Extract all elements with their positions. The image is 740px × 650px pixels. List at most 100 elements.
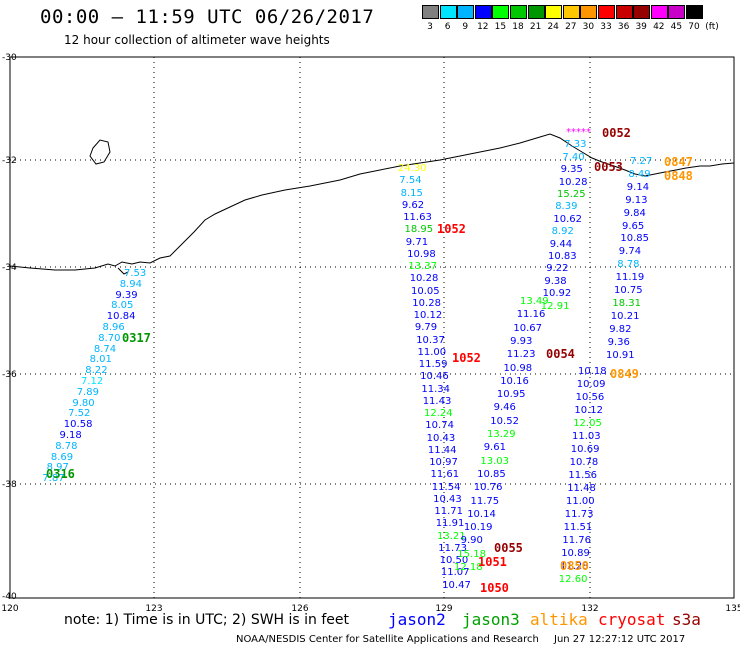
wave-height-value: 12.91: [540, 300, 570, 312]
pass-time-label: 0849: [610, 367, 639, 381]
legend-label: 6: [444, 22, 451, 32]
wave-height-value: 8.69: [50, 451, 74, 463]
wave-height-value: 7.27: [630, 156, 653, 167]
wave-height-value: 12.18: [454, 562, 483, 573]
wave-height-value: 8.15: [400, 187, 423, 199]
legend-swatch: [474, 5, 492, 19]
legend-swatch: [422, 5, 439, 19]
wave-height-value: 11.07: [440, 567, 470, 579]
wave-height-value: 10.58: [63, 419, 93, 431]
wave-height-value: 9.90: [460, 535, 483, 547]
wave-height-value: 11.54: [431, 481, 461, 493]
wave-height-value: 10.56: [575, 392, 605, 403]
wave-height-value: 13.21: [437, 530, 466, 542]
map-title: 00:00 – 11:59 UTC 06/26/2017: [40, 6, 375, 28]
pass-time-label: 0316: [46, 467, 75, 481]
satellite-s3a: s3a: [672, 610, 701, 629]
wave-height-value: 9.74: [618, 246, 642, 258]
wave-height-value: 8.39: [555, 201, 578, 213]
legend-label: 33: [600, 22, 612, 32]
wave-height-value: 13.29: [487, 429, 516, 440]
wave-height-value: 10.47: [442, 579, 471, 591]
legend-swatch: [492, 5, 510, 19]
wave-height-value: 8.78: [617, 259, 640, 271]
wave-height-value: 10.67: [513, 322, 543, 334]
wave-height-value: 18.31: [612, 297, 642, 309]
wave-height-value: 9.18: [59, 430, 82, 441]
wave-height-value: 9.65: [622, 220, 645, 232]
wave-height-value: 10.91: [606, 349, 635, 361]
wave-height-value: 9.22: [546, 263, 569, 275]
latitude-label: -34: [2, 263, 17, 273]
wave-height-value: 8.70: [98, 332, 121, 344]
wave-height-value: 12.60: [558, 574, 588, 585]
wave-height-value: 10.28: [412, 297, 441, 309]
wave-height-value: 10.98: [407, 248, 436, 260]
wave-height-value: 11.91: [435, 518, 465, 530]
wave-height-value: 8.97: [46, 462, 69, 474]
wave-height-value: 9.82: [609, 323, 632, 335]
satellite-jason3: jason3: [462, 610, 520, 629]
wave-height-value: 10.98: [503, 362, 533, 374]
wave-height-value: 8.96: [102, 322, 125, 333]
wave-height-value: 11.16: [516, 309, 546, 321]
wave-height-value: 7.33: [564, 139, 587, 151]
pass-time-label: 0053: [594, 160, 623, 174]
legend-label: 39: [635, 22, 647, 32]
wave-height-value: 10.69: [570, 444, 600, 455]
wave-height-value: 8.49: [628, 168, 651, 180]
pass-time-label: 1051: [478, 555, 507, 569]
wave-height-value: 10.43: [426, 432, 456, 444]
wave-height-value: 12.24: [424, 408, 453, 419]
wave-height-value: 12.05: [573, 418, 602, 429]
wave-height-value: 10.18: [578, 366, 607, 377]
wave-height-value: 7.89: [76, 386, 99, 398]
footer-note: note: 1) Time is in UTC; 2) SWH is in fe…: [64, 612, 350, 628]
wave-height-value: 10.28: [409, 273, 439, 285]
wave-height-value: *****: [566, 127, 591, 138]
wave-height-value: 8.94: [119, 278, 142, 290]
coastline: [9, 133, 735, 275]
wave-height-value: 7.54: [399, 175, 422, 187]
wave-height-value: 8.78: [55, 440, 78, 452]
wave-height-value: 9.62: [401, 199, 425, 211]
latitude-label: -38: [2, 480, 17, 490]
wave-height-value: 10.16: [500, 375, 529, 387]
wave-height-value: 10.89: [561, 548, 590, 559]
pass-time-label: 0847: [664, 155, 693, 169]
legend-swatch: [457, 5, 475, 19]
pass-time-label: 0055: [494, 541, 523, 555]
wave-height-value: 7.52: [68, 408, 91, 420]
wave-height-value: 8.05: [111, 300, 134, 312]
wave-height-value: 11.75: [470, 495, 500, 507]
wave-height-value: 8.92: [551, 226, 574, 238]
legend-swatch: [598, 5, 615, 19]
wave-height-value: 7.53: [124, 268, 147, 279]
wave-height-value: 11.56: [568, 470, 598, 481]
wave-height-value: 10.05: [411, 285, 440, 297]
wave-height-value: 10.78: [569, 457, 599, 468]
wave-height-value: 11.00: [566, 496, 595, 507]
pass-time-label: 0317: [122, 331, 151, 345]
longitude-label: 132: [581, 604, 599, 614]
generated-timestamp: Jun 27 12:27:12 UTC 2017: [554, 634, 686, 645]
wave-height-value: 11.59: [418, 359, 448, 370]
latitude-label: -32: [2, 156, 17, 166]
legend-label: 30: [582, 22, 595, 32]
legend-swatch: [650, 5, 668, 19]
wave-height-value: 11.48: [567, 483, 596, 494]
wave-height-value: 9.84: [623, 207, 646, 219]
wave-height-value: 9.14: [626, 181, 650, 193]
wave-height-value: 10.92: [542, 288, 572, 300]
legend-swatch: [545, 5, 563, 19]
pass-time-label: 1052: [437, 222, 466, 236]
wave-height-value: 8.01: [89, 354, 112, 366]
legend-swatch: [668, 5, 686, 19]
wave-height-value: 15.25: [557, 189, 586, 200]
wave-height-value: 10.28: [558, 176, 588, 188]
legend-swatch: [527, 5, 545, 19]
wave-height-value: 9.79: [414, 322, 438, 334]
wave-height-value: 11.34: [421, 383, 451, 395]
